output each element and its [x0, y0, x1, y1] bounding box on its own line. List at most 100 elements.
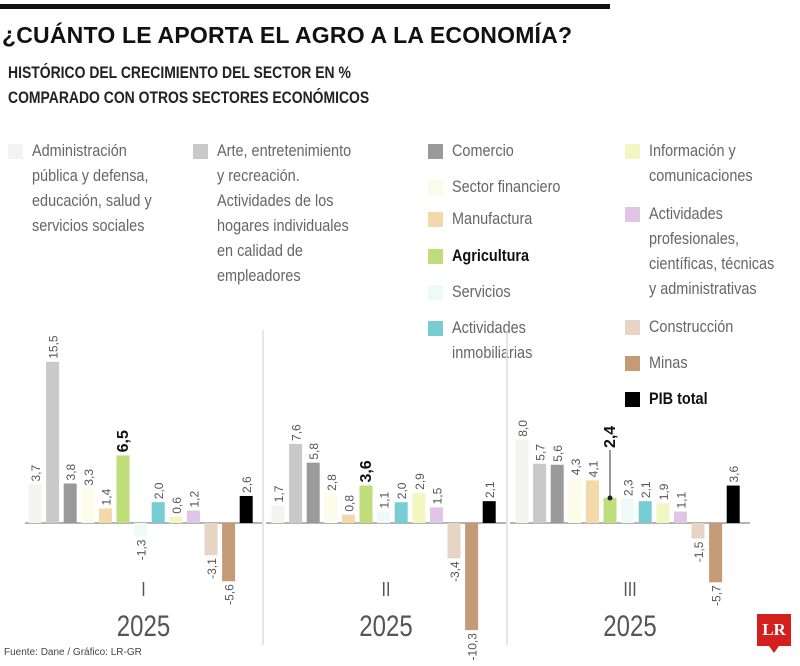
bar [377, 511, 391, 523]
data-label: 3,7 [29, 465, 43, 482]
data-label: 4,3 [569, 458, 583, 475]
data-label: 2,6 [240, 476, 254, 493]
data-label: -10,3 [466, 633, 480, 661]
leader-dot [607, 495, 613, 501]
bar [568, 478, 582, 523]
source-note: Fuente: Dane / Gráfico: LR-GR [4, 647, 142, 658]
bar [341, 514, 355, 523]
bar [222, 523, 236, 582]
data-label: 1,1 [378, 492, 392, 509]
legend-label: Comercio [452, 141, 514, 160]
legend-swatch [625, 207, 640, 222]
bar [324, 493, 338, 523]
data-label: 2,0 [152, 482, 166, 499]
data-label: 0,8 [342, 495, 356, 512]
bar [638, 501, 652, 523]
bar [186, 510, 200, 523]
legend-swatch [428, 249, 443, 264]
bar [673, 511, 687, 523]
legend-swatch [625, 144, 640, 159]
bar [116, 455, 130, 523]
lr-logo: LR [757, 614, 791, 653]
legend-label: Minas [649, 353, 688, 372]
data-label: 1,5 [430, 487, 444, 504]
legend-swatch [428, 180, 443, 195]
data-label: -3,4 [448, 561, 462, 582]
top-rule [0, 4, 610, 9]
data-label: 2,3 [622, 479, 636, 496]
bar [603, 498, 617, 523]
data-label: 2,0 [395, 482, 409, 499]
data-label: 5,6 [551, 445, 565, 462]
bar [533, 463, 547, 523]
data-label: 7,6 [290, 424, 304, 441]
legend-label: Agricultura [452, 246, 530, 265]
chart-subtitle-line-1: HISTÓRICO DEL CRECIMIENTO DEL SECTOR EN … [8, 63, 351, 82]
legend-label: Servicios [452, 282, 511, 301]
quarter-label: I [141, 578, 145, 600]
data-label: 1,1 [674, 492, 688, 509]
legend-swatch [428, 212, 443, 227]
data-label: 5,7 [534, 444, 548, 461]
legend-swatch [8, 144, 23, 159]
legend-label: Administración pública y defensa, educac… [32, 141, 152, 235]
data-label: -5,7 [710, 585, 724, 606]
legend-label: Manufactura [452, 209, 533, 228]
legend-swatch [193, 144, 208, 159]
data-label: 2,9 [413, 473, 427, 490]
bar [482, 501, 496, 523]
bar [709, 523, 723, 583]
legend-label: Información y comunicaciones [649, 141, 753, 185]
bar [134, 523, 148, 537]
legend-swatch [625, 392, 640, 407]
data-label: 6,5 [115, 430, 132, 452]
bar [585, 480, 599, 523]
legend-swatch [625, 356, 640, 371]
bar [359, 485, 373, 523]
legend-label: Sector financiero [452, 177, 561, 196]
legend-swatch [625, 320, 640, 335]
data-label: -1,3 [135, 539, 149, 560]
bar [271, 505, 285, 523]
data-label: 15,5 [47, 335, 61, 359]
bar [28, 484, 42, 523]
legend-swatch [428, 321, 443, 336]
bar [550, 464, 564, 523]
bar [81, 488, 95, 523]
year-label: 2025 [603, 608, 656, 642]
data-label: 2,4 [602, 426, 619, 448]
legend-label: Construcción [649, 317, 734, 336]
data-label: 8,0 [516, 420, 530, 437]
data-label: -5,6 [223, 584, 237, 605]
chart-subtitle-line-2: COMPARADO CON OTROS SECTORES ECONÓMICOS [8, 88, 370, 107]
data-label: 1,2 [187, 491, 201, 508]
data-label: 3,3 [82, 469, 96, 486]
bar [63, 483, 77, 523]
bar [289, 443, 303, 523]
data-label: 2,1 [639, 481, 653, 498]
data-label: 3,6 [358, 460, 375, 482]
bar [465, 523, 479, 631]
bar [46, 361, 60, 523]
chart-title: ¿CUÁNTO LE APORTA EL AGRO A LA ECONOMÍA? [2, 22, 573, 48]
year-label: 2025 [117, 608, 170, 642]
legend-label: Arte, entretenimiento y recreación. Acti… [217, 141, 352, 285]
bar [151, 502, 165, 523]
bar [306, 462, 320, 523]
bar [394, 502, 408, 523]
bar [726, 485, 740, 523]
bar [621, 499, 635, 523]
data-label: 2,8 [325, 474, 339, 491]
bar [239, 495, 253, 523]
data-label: 2,1 [483, 481, 497, 498]
data-label: 5,8 [307, 443, 321, 460]
bar [204, 523, 218, 556]
data-label: 3,8 [64, 463, 78, 480]
bar [447, 523, 461, 559]
data-label: -3,1 [205, 558, 219, 579]
bar [429, 507, 443, 523]
legend-label: Actividades profesionales, científicas, … [649, 204, 775, 298]
legend-swatch [428, 144, 443, 159]
